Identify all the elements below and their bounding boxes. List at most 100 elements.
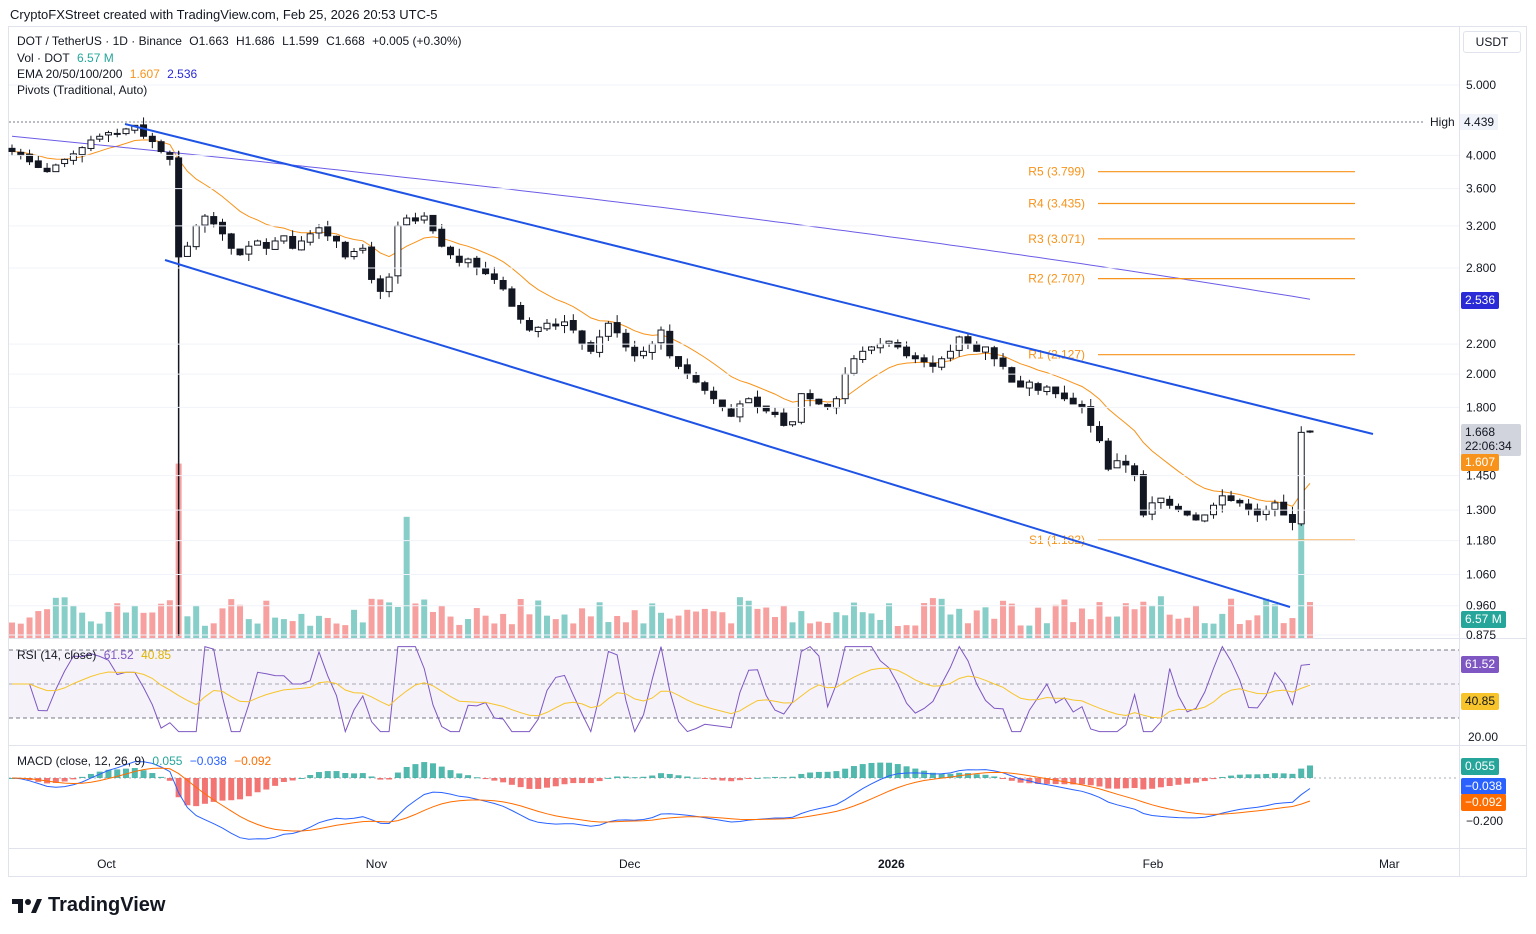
volume-bar [772, 617, 779, 638]
volume-bar [465, 619, 472, 638]
macd-hist-bar [1149, 778, 1156, 789]
macd-hist-bar [1157, 778, 1164, 788]
candle-body [385, 276, 393, 293]
volume-bar [79, 612, 86, 638]
volume-bar [1061, 599, 1068, 638]
volume-bar [859, 612, 866, 638]
price-tick-label: 2.200 [1466, 337, 1496, 351]
candle-body [753, 396, 761, 408]
candle-body [692, 375, 700, 383]
macd-hist-bar [280, 778, 287, 782]
price-tick-label: 1.060 [1466, 567, 1496, 581]
candle-body [517, 304, 525, 320]
volume-bar [237, 604, 244, 638]
candle-body [297, 240, 305, 251]
candle-body [447, 246, 455, 256]
volume-bar [1307, 602, 1313, 638]
indicator-lines [11, 135, 1311, 840]
candle-body [639, 350, 647, 357]
candle-body [1280, 501, 1288, 516]
candle-body [1192, 514, 1200, 521]
candle-body [929, 362, 937, 367]
volume-bar [149, 612, 156, 638]
volume-bar [1192, 605, 1199, 638]
high-value: H1.686 [236, 34, 275, 48]
candle-body [210, 216, 218, 225]
macd-hist-bar [465, 775, 472, 778]
candle-body [464, 258, 472, 264]
macd-hist-bar [1210, 778, 1217, 780]
macd-hist-bar [1175, 778, 1182, 785]
volume-bar [377, 599, 384, 638]
price-tick-label: 5.000 [1466, 78, 1496, 92]
candle-body [920, 357, 928, 363]
volume-bar [1078, 608, 1085, 638]
volume-bar [1236, 624, 1243, 638]
volume-bar [44, 609, 51, 638]
channel-upper-line[interactable] [124, 123, 1374, 435]
volume-bar [245, 619, 252, 638]
volume-bar [9, 622, 15, 638]
macd-hist-bar [254, 778, 261, 793]
macd-hist-bar [324, 771, 331, 778]
candle-body [1262, 509, 1270, 515]
volume-bar [868, 613, 875, 638]
tradingview-logo[interactable]: TradingView [12, 894, 165, 917]
change-value: +0.005 (+0.30%) [372, 34, 462, 48]
volume-bar [158, 603, 165, 638]
macd-hist-bar [701, 778, 708, 779]
volume-bar [579, 608, 586, 638]
candle-body [675, 356, 683, 367]
candle-body [648, 343, 656, 353]
macd-hist-bar [228, 778, 235, 801]
macd-hist-bar [1061, 778, 1068, 785]
candle-body [1148, 502, 1156, 515]
macd-hist-bar [719, 778, 726, 781]
macd-hist-bar [1008, 778, 1015, 781]
volume-bar [1201, 623, 1208, 638]
macd-hist-bar [70, 778, 77, 780]
volume-bar [535, 600, 542, 638]
candle-body [411, 217, 419, 222]
macd-hist-bar [1184, 778, 1191, 784]
candle-body [1069, 397, 1077, 405]
candle-body [87, 139, 95, 149]
candle-body [368, 246, 376, 280]
macd-hist-bar [938, 773, 945, 778]
candle-body [727, 408, 735, 417]
volume-bar [61, 597, 68, 638]
candle-body [376, 278, 384, 292]
candles [8, 117, 1314, 636]
time-tick-label: Nov [366, 857, 387, 871]
volume-bar [640, 623, 647, 638]
volume-bar [973, 610, 980, 638]
candle-body [254, 240, 262, 246]
candle-body [894, 342, 902, 348]
volume-bar [1131, 609, 1138, 638]
volume-bar [956, 608, 963, 638]
volume-bar [982, 607, 989, 638]
macd-hist-bar [368, 776, 375, 778]
chart-credit: CryptoFXStreet created with TradingView.… [10, 7, 438, 22]
volume-bar [491, 623, 498, 638]
candle-body [1201, 514, 1209, 522]
macd-hist-bar [973, 774, 980, 778]
volume-bar [315, 615, 322, 638]
macd-hist-bar [166, 778, 173, 781]
volume-bar [929, 598, 936, 638]
volume-bar [631, 610, 638, 638]
macd-hist-bar [219, 778, 226, 801]
ema-50-line [11, 139, 1311, 507]
macd-hist-bar [52, 778, 59, 783]
candle-body [596, 336, 604, 353]
ema-value-2: 2.536 [167, 67, 198, 81]
pivot-label: R3 (3.071) [1028, 232, 1085, 246]
low-value: L1.599 [282, 34, 319, 48]
high-label: High [1430, 115, 1455, 129]
currency-selector[interactable]: USDT [1463, 31, 1521, 53]
macd-hist-bar [991, 776, 998, 778]
channel-lower-line[interactable] [164, 259, 1291, 608]
volume-bar [96, 623, 103, 638]
rsi-legend: RSI (14, close) 61.52 40.85 [17, 648, 175, 662]
